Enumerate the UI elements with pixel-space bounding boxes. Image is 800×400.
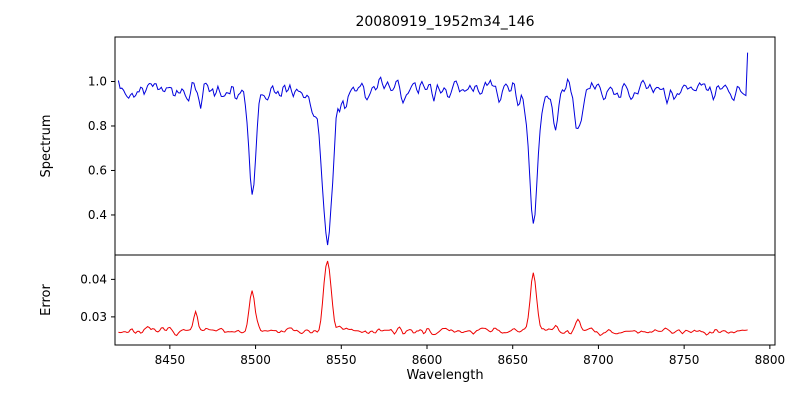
x-tick-label: 8500 <box>240 353 271 367</box>
x-tick-label: 8800 <box>755 353 786 367</box>
spectrum-y-tick-label: 0.8 <box>88 119 107 133</box>
spectrum-y-tick-label: 0.4 <box>88 208 107 222</box>
error-panel-border <box>114 254 776 346</box>
x-tick-label: 8450 <box>155 353 186 367</box>
error-y-tick-label: 0.03 <box>80 310 107 324</box>
error-line <box>118 260 748 337</box>
spectrum-line <box>117 52 749 246</box>
x-tick-label: 8600 <box>412 353 443 367</box>
spectrum-y-axis-label: Spectrum <box>39 115 54 178</box>
x-tick-label: 8700 <box>583 353 614 367</box>
x-tick-label: 8650 <box>497 353 528 367</box>
chart-title: 20080919_1952m34_146 <box>355 14 534 30</box>
spectrum-y-tick-label: 0.6 <box>88 163 107 177</box>
x-axis-label: Wavelength <box>406 368 483 383</box>
x-tick-label: 8750 <box>669 353 700 367</box>
spectrum-panel-border <box>114 36 776 256</box>
error-y-axis-label: Error <box>39 284 54 316</box>
x-tick-label: 8550 <box>326 353 357 367</box>
spectrum-y-tick-label: 1.0 <box>88 74 107 88</box>
error-y-tick-label: 0.04 <box>80 272 107 286</box>
